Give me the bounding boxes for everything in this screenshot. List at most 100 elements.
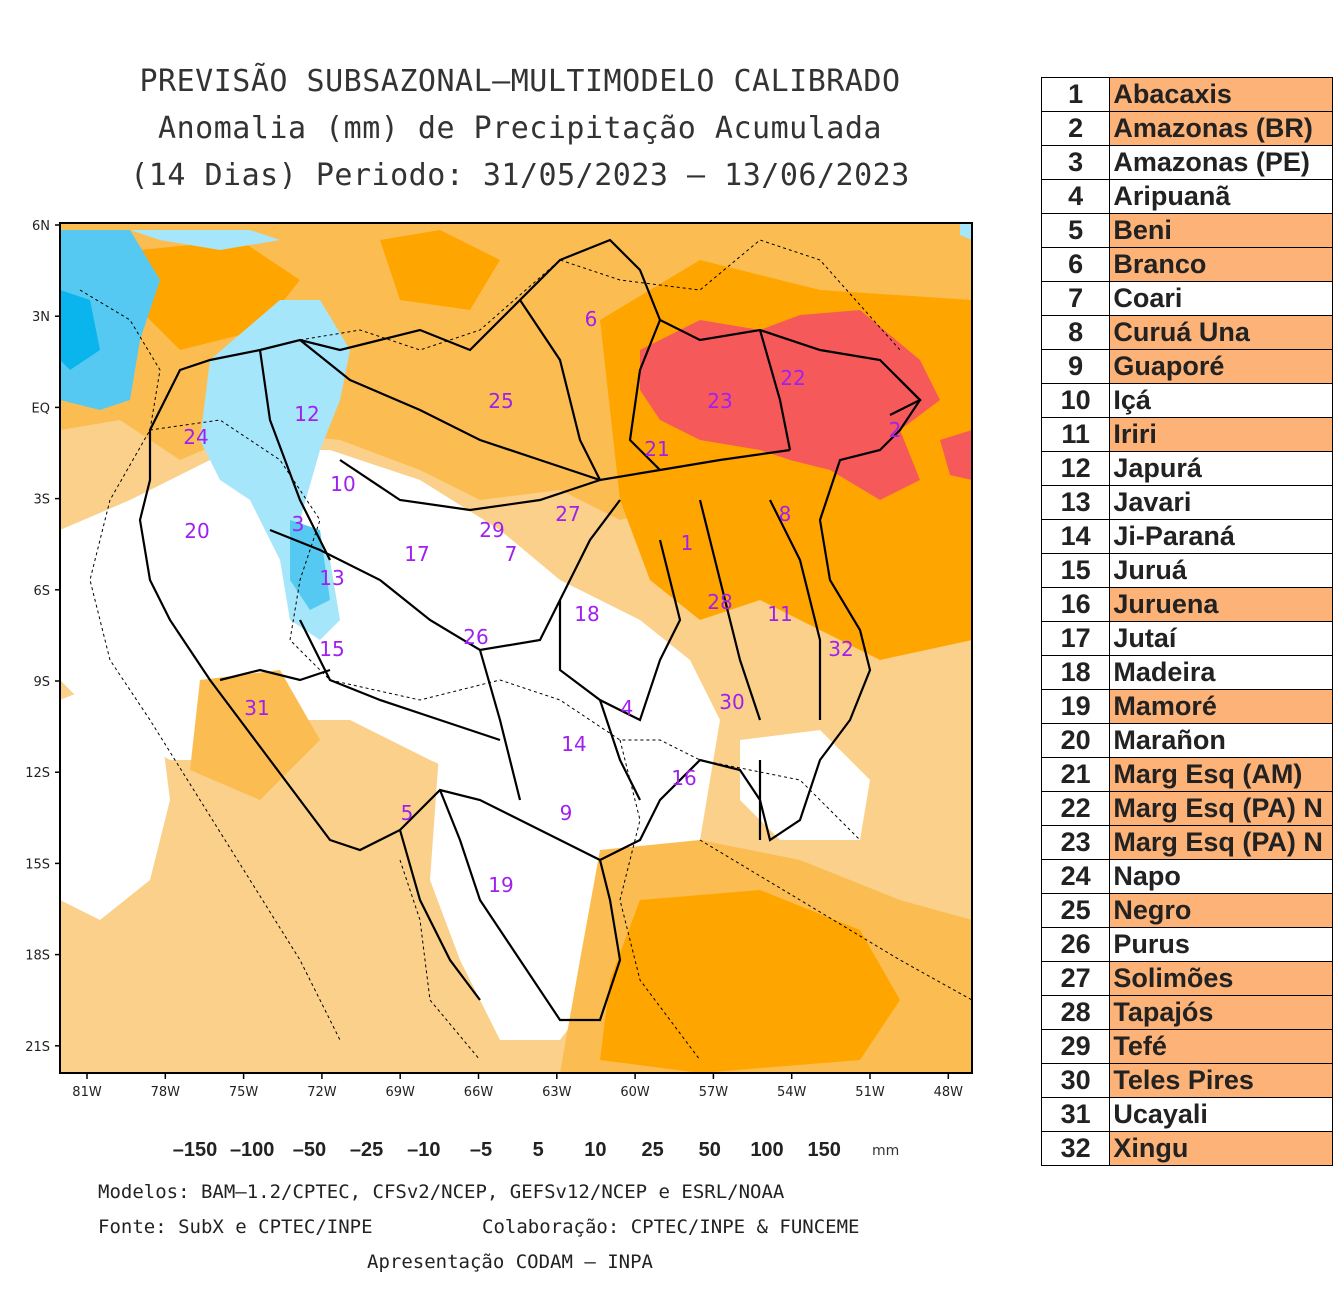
- basin-row-number: 5: [1040, 213, 1111, 248]
- lat-label: 12S: [25, 766, 50, 781]
- basin-number-12: 12: [294, 402, 319, 426]
- basin-labels: 1234567891011121314151617181920212223242…: [183, 307, 901, 897]
- colorbar-label: –10: [407, 1139, 441, 1161]
- basin-row: 2 Amazonas (BR): [1040, 111, 1333, 146]
- basin-row-name: Xingu: [1109, 1131, 1333, 1166]
- colorbar-label: –150: [172, 1139, 218, 1161]
- basin-row-name: Teles Pires: [1109, 1063, 1333, 1098]
- basin-row: 22 Marg Esq (PA) N: [1040, 791, 1333, 826]
- basin-number-6: 6: [585, 307, 598, 331]
- basin-number-7: 7: [505, 542, 518, 566]
- latitude-axis: 6N 3N EQ 3S 6S 9S 12S 15S 18S 21S: [25, 219, 60, 1055]
- basin-row: 17 Jutaí: [1040, 621, 1333, 656]
- basin-row-name: Tapajós: [1109, 995, 1333, 1030]
- basin-row-name: Napo: [1109, 859, 1333, 894]
- anomaly-field: [60, 223, 972, 1073]
- basin-legend-table: 1 Abacaxis 2 Amazonas (BR) 3 Amazonas (PE) 4 Ar…: [1040, 77, 1333, 1166]
- basin-row-number: 18: [1040, 655, 1111, 690]
- basin-row: 15 Juruá: [1040, 553, 1333, 588]
- colorbar-label: 5: [532, 1139, 544, 1161]
- basin-row: 24 Napo: [1040, 859, 1333, 894]
- basin-row-name: Purus: [1109, 927, 1333, 962]
- basin-row-name: Branco: [1109, 247, 1333, 282]
- basin-row-number: 8: [1040, 315, 1111, 350]
- basin-row-name: Solimões: [1109, 961, 1333, 996]
- colorbar-label: 50: [698, 1139, 721, 1161]
- basin-row: 26 Purus: [1040, 927, 1333, 962]
- longitude-axis: 81W 78W 75W 72W 69W 66W 63W 60W 57W 54W 51W 48W: [72, 1073, 963, 1100]
- colorbar-label: 10: [584, 1139, 607, 1161]
- basin-number-26: 26: [463, 625, 488, 649]
- basin-number-17: 17: [404, 542, 429, 566]
- lat-label: 18S: [25, 949, 50, 964]
- basin-row: 28 Tapajós: [1040, 995, 1333, 1030]
- basin-row: 9 Guaporé: [1040, 349, 1333, 384]
- basin-row-number: 20: [1040, 723, 1111, 758]
- basin-number-28: 28: [707, 590, 732, 614]
- basin-row-number: 11: [1040, 417, 1111, 452]
- lon-label: 66W: [464, 1085, 494, 1100]
- basin-number-1: 1: [681, 531, 694, 555]
- lon-label: 63W: [542, 1085, 572, 1100]
- colorbar-unit: mm: [872, 1143, 900, 1159]
- basin-number-30: 30: [719, 690, 744, 714]
- footer-source: Fonte: SubX e CPTEC/INPE: [98, 1216, 373, 1238]
- basin-row-number: 24: [1040, 859, 1111, 894]
- basin-row-name: Aripuanã: [1109, 179, 1333, 214]
- lat-label: 6N: [32, 219, 50, 234]
- colorbar-label: 25: [641, 1139, 664, 1161]
- basin-number-15: 15: [319, 637, 344, 661]
- basin-row-number: 7: [1040, 281, 1111, 316]
- basin-number-4: 4: [621, 696, 634, 720]
- basin-row: 8 Curuá Una: [1040, 315, 1333, 350]
- basin-row-name: Abacaxis: [1109, 77, 1333, 112]
- basin-row-number: 4: [1040, 179, 1111, 214]
- basin-number-31: 31: [244, 696, 269, 720]
- map-frame: [59, 222, 973, 1074]
- basin-row: 16 Juruena: [1040, 587, 1333, 622]
- basin-row-number: 31: [1040, 1097, 1111, 1132]
- basin-row-number: 17: [1040, 621, 1111, 656]
- basin-row: 27 Solimões: [1040, 961, 1333, 996]
- basin-row: 3 Amazonas (PE): [1040, 145, 1333, 180]
- basin-row-number: 32: [1040, 1131, 1111, 1166]
- lat-label: EQ: [32, 401, 50, 416]
- lat-label: 6S: [33, 584, 50, 599]
- basin-row: 10 Içá: [1040, 383, 1333, 418]
- footer-models: Modelos: BAM–1.2/CPTEC, CFSv2/NCEP, GEFS…: [98, 1181, 785, 1203]
- basin-row-name: Amazonas (PE): [1109, 145, 1333, 180]
- basin-row-name: Iriri: [1109, 417, 1333, 452]
- basin-row-name: Guaporé: [1109, 349, 1333, 384]
- country-borders: [79, 239, 972, 1061]
- basin-row-name: Javari: [1109, 485, 1333, 520]
- basin-row: 31 Ucayali: [1040, 1097, 1333, 1132]
- basin-row-name: Tefé: [1109, 1029, 1333, 1064]
- basin-row-name: Mamoré: [1109, 689, 1333, 724]
- map-title-line2: Anomalia (mm) de Precipitação Acumulada: [158, 111, 882, 146]
- colorbar-label: 150: [807, 1139, 841, 1161]
- basin-row: 11 Iriri: [1040, 417, 1333, 452]
- basin-number-21: 21: [644, 437, 669, 461]
- basin-row-number: 1: [1040, 77, 1111, 112]
- lon-label: 72W: [307, 1085, 337, 1100]
- basin-row-name: Coari: [1109, 281, 1333, 316]
- lat-label: 3S: [33, 493, 50, 508]
- basin-outlines: [138, 238, 922, 1022]
- basin-number-22: 22: [780, 366, 805, 390]
- colorbar-label: 100: [750, 1139, 784, 1161]
- basin-row: 25 Negro: [1040, 893, 1333, 928]
- basin-row: 19 Mamoré: [1040, 689, 1333, 724]
- colorbar-label: –100: [229, 1139, 275, 1161]
- basin-row-name: Marañon: [1109, 723, 1333, 758]
- footer-collab: Colaboração: CPTEC/INPE & FUNCEME: [482, 1216, 860, 1238]
- basin-row-number: 23: [1040, 825, 1111, 860]
- basin-number-23: 23: [707, 389, 732, 413]
- basin-row-name: Ucayali: [1109, 1097, 1333, 1132]
- basin-row-name: Beni: [1109, 213, 1333, 248]
- basin-row-number: 29: [1040, 1029, 1111, 1064]
- basin-row: 14 Ji-Paraná: [1040, 519, 1333, 554]
- basin-row-number: 25: [1040, 893, 1111, 928]
- basin-row-name: Negro: [1109, 893, 1333, 928]
- basin-number-29: 29: [479, 518, 504, 542]
- basin-row: 12 Japurá: [1040, 451, 1333, 486]
